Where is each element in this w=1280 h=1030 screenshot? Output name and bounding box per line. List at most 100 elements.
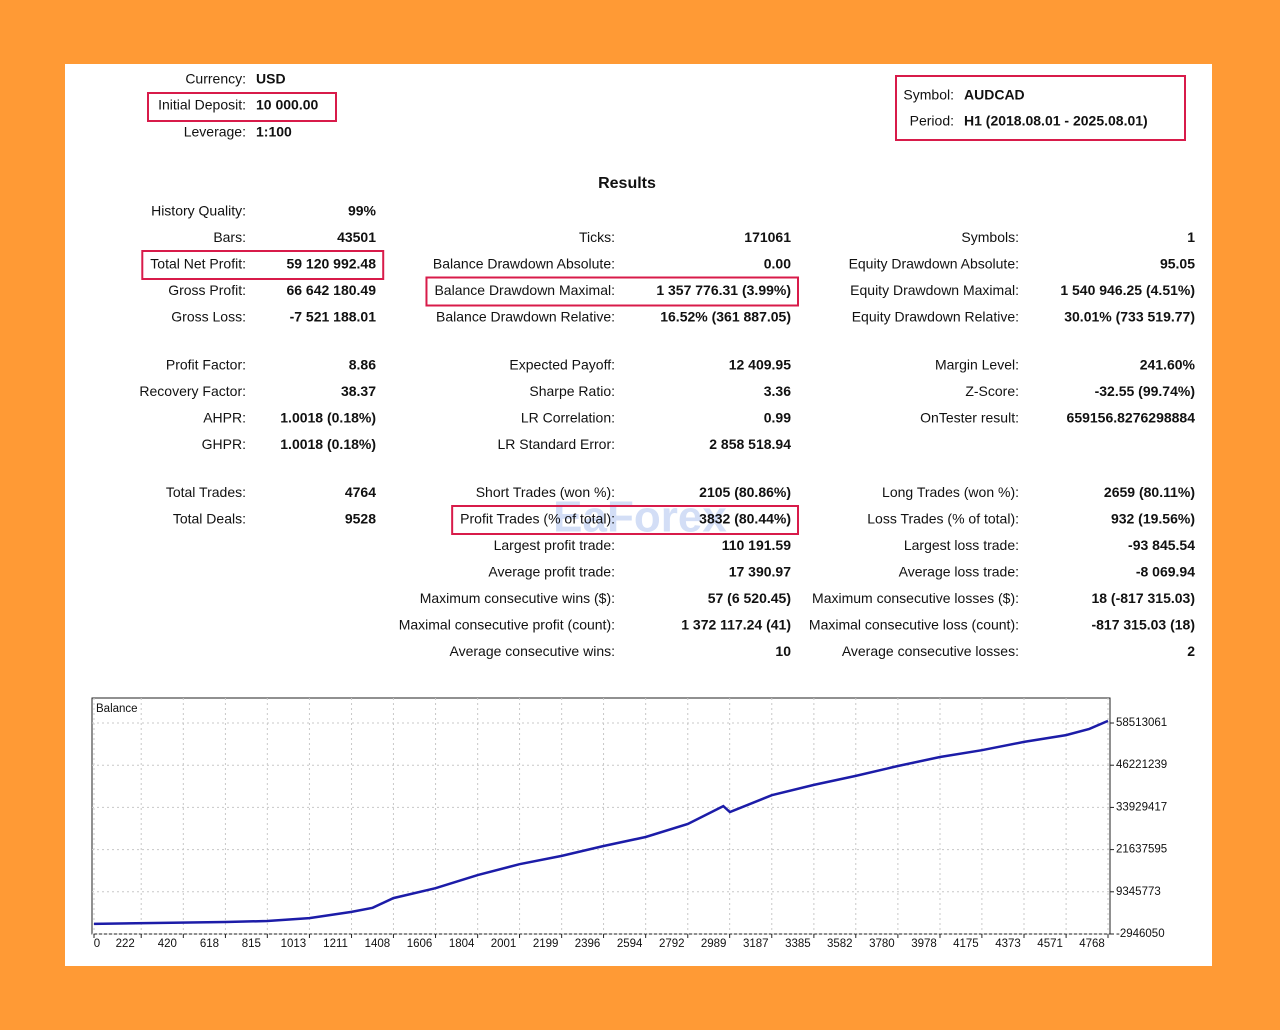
symbol-value: AUDCAD <box>964 87 1025 103</box>
stat-value: 1.0018 (0.18%) <box>280 410 376 426</box>
stat-value: 12 409.95 <box>729 357 791 373</box>
x-tick-label: 4175 <box>953 938 979 950</box>
stat-value: 932 (19.56%) <box>1111 511 1195 527</box>
stat-label: Maximal consecutive profit (count): <box>399 617 615 633</box>
stat-label: OnTester result: <box>920 410 1019 426</box>
stat-value: -8 069.94 <box>1136 564 1195 580</box>
stat-label: Loss Trades (% of total): <box>867 511 1019 527</box>
deposit-label: Initial Deposit: <box>158 97 246 113</box>
y-tick-label: 46221239 <box>1116 759 1167 771</box>
stat-label: Balance Drawdown Maximal: <box>434 282 615 298</box>
stat-value: 10 <box>775 643 791 659</box>
stat-label: History Quality: <box>151 203 246 219</box>
x-tick-label: 1408 <box>365 938 391 950</box>
x-tick-label: 2989 <box>701 938 727 950</box>
highlight-box <box>895 75 1186 141</box>
stat-label: Bars: <box>213 229 246 245</box>
x-tick-label: 0 <box>94 938 100 950</box>
stat-value: 4764 <box>345 484 376 500</box>
stat-label: Margin Level: <box>935 357 1019 373</box>
leverage-value: 1:100 <box>256 124 292 140</box>
period-value: H1 (2018.08.01 - 2025.08.01) <box>964 113 1148 129</box>
stat-label: Gross Profit: <box>168 282 246 298</box>
leverage-label: Leverage: <box>184 124 246 140</box>
stat-value: 0.00 <box>764 256 791 272</box>
stat-label: Gross Loss: <box>171 309 246 325</box>
y-tick-label: 33929417 <box>1116 801 1167 813</box>
stat-value: -32.55 (99.74%) <box>1095 383 1195 399</box>
x-tick-label: 1606 <box>407 938 433 950</box>
stat-label: Total Net Profit: <box>150 256 246 272</box>
y-tick-label: 58513061 <box>1116 717 1167 729</box>
x-tick-label: 2199 <box>533 938 559 950</box>
stat-label: Average consecutive wins: <box>450 643 616 659</box>
stat-label: Maximum consecutive losses ($): <box>812 590 1019 606</box>
stat-label: Profit Trades (% of total): <box>460 511 615 527</box>
balance-line <box>93 719 1109 926</box>
x-tick-label: 1211 <box>323 938 348 950</box>
x-tick-label: 4373 <box>995 938 1021 950</box>
x-tick-label: 618 <box>200 938 219 950</box>
y-tick-label: 21637595 <box>1116 844 1167 856</box>
x-tick-label: 2594 <box>617 938 643 950</box>
stat-label: Z-Score: <box>965 383 1019 399</box>
stat-value: 3832 (80.44%) <box>699 511 791 527</box>
highlight-box <box>425 276 799 307</box>
deposit-value: 10 000.00 <box>256 97 318 113</box>
stat-value: 38.37 <box>341 383 376 399</box>
stat-label: Short Trades (won %): <box>476 484 615 500</box>
stat-label: Maximal consecutive loss (count): <box>809 617 1019 633</box>
stat-label: Equity Drawdown Maximal: <box>850 282 1019 298</box>
stat-value: 3.36 <box>764 383 791 399</box>
x-tick-label: 3978 <box>911 938 937 950</box>
stat-label: Long Trades (won %): <box>882 484 1019 500</box>
stat-value: 66 642 180.49 <box>286 282 376 298</box>
stat-label: Balance Drawdown Absolute: <box>433 256 615 272</box>
report-panel <box>65 64 1212 966</box>
stat-label: Equity Drawdown Absolute: <box>849 256 1019 272</box>
stat-label: Profit Factor: <box>166 357 246 373</box>
stat-label: Maximum consecutive wins ($): <box>420 590 615 606</box>
stat-value: 659156.8276298884 <box>1067 410 1196 426</box>
stat-value: 1 540 946.25 (4.51%) <box>1060 282 1195 298</box>
stat-label: Sharpe Ratio: <box>529 383 615 399</box>
x-tick-label: 222 <box>116 938 135 950</box>
stat-value: 2105 (80.86%) <box>699 484 791 500</box>
stat-value: -817 315.03 (18) <box>1091 617 1195 633</box>
x-tick-label: 3385 <box>785 938 811 950</box>
x-tick-label: 420 <box>158 938 177 950</box>
x-tick-label: 4571 <box>1037 938 1063 950</box>
stat-value: 2 <box>1187 643 1195 659</box>
x-tick-label: 3187 <box>743 938 769 950</box>
stat-value: 43501 <box>337 229 376 245</box>
stat-label: Average consecutive losses: <box>842 643 1019 659</box>
highlight-box <box>451 505 799 535</box>
stat-label: Largest profit trade: <box>494 537 615 553</box>
stat-value: 8.86 <box>349 357 376 373</box>
stat-label: Total Deals: <box>173 511 246 527</box>
stat-value: 9528 <box>345 511 376 527</box>
x-tick-label: 4768 <box>1079 938 1105 950</box>
symbol-label: Symbol: <box>903 87 954 103</box>
stat-value: 99% <box>348 203 377 219</box>
stat-value: 241.60% <box>1140 357 1196 373</box>
stat-label: GHPR: <box>202 436 246 452</box>
stat-value: 1 <box>1187 229 1195 245</box>
x-tick-label: 1804 <box>449 938 475 950</box>
stat-value: 18 (-817 315.03) <box>1091 590 1195 606</box>
chart-frame <box>91 697 1111 935</box>
x-tick-label: 1013 <box>281 938 307 950</box>
x-tick-label: 815 <box>242 938 261 950</box>
highlight-box <box>141 250 385 280</box>
currency-label: Currency: <box>185 71 246 87</box>
stat-label: Average loss trade: <box>899 564 1019 580</box>
stat-label: AHPR: <box>203 410 246 426</box>
stat-value: 57 (6 520.45) <box>708 590 791 606</box>
stat-value: 171061 <box>744 229 791 245</box>
stat-label: Total Trades: <box>166 484 246 500</box>
x-tick-label: 3780 <box>869 938 895 950</box>
results-title: Results <box>598 175 656 192</box>
stat-value: -93 845.54 <box>1128 537 1195 553</box>
stat-label: LR Correlation: <box>521 410 615 426</box>
